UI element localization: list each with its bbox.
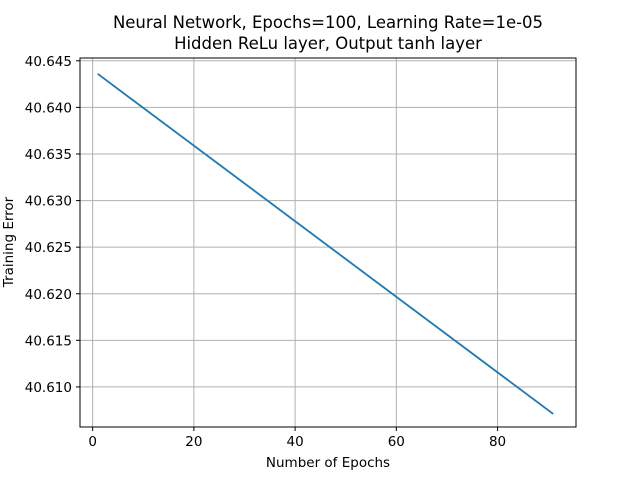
- grid-lines: [80, 58, 576, 427]
- chart-subtitle: Hidden ReLu layer, Output tanh layer: [174, 34, 482, 53]
- axis-ticks: 0 20 40 60 80 40.610 40.615 40.620 40.625 40.630 4…: [25, 54, 506, 450]
- y-tick-label: 40.620: [25, 287, 72, 303]
- y-axis-label: Training Error: [1, 196, 17, 288]
- y-tick-label: 40.645: [25, 54, 72, 70]
- plot-frame: [79, 57, 577, 428]
- y-tick-label: 40.635: [25, 147, 72, 163]
- y-tick-label: 40.610: [25, 380, 72, 396]
- y-tick-label: 40.615: [25, 333, 72, 349]
- x-tick-label: 0: [88, 434, 97, 450]
- x-tick-label: 80: [489, 434, 506, 450]
- x-tick-label: 60: [388, 434, 405, 450]
- chart-title: Neural Network, Epochs=100, Learning Rat…: [113, 13, 543, 32]
- x-axis-label: Number of Epochs: [266, 455, 390, 471]
- y-tick-label: 40.630: [25, 194, 72, 210]
- y-tick-label: 40.625: [25, 240, 72, 256]
- series-layer: [97, 73, 554, 415]
- series-line: [97, 73, 554, 415]
- x-tick-label: 40: [287, 434, 304, 450]
- x-tick-label: 20: [185, 434, 202, 450]
- y-tick-label: 40.640: [25, 100, 72, 116]
